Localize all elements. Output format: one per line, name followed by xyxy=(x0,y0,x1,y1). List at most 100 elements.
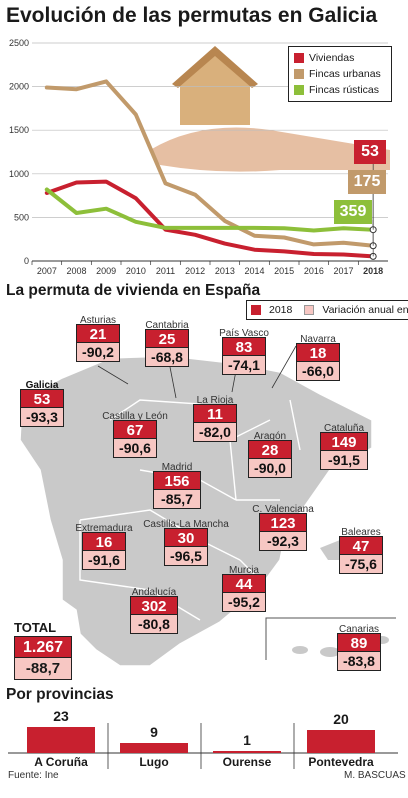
region-value: 16 xyxy=(82,532,126,551)
canarias-frame xyxy=(265,617,396,660)
x-tick-label: 2007 xyxy=(37,266,57,276)
region-name: Extremadura xyxy=(75,523,133,534)
canarias-island xyxy=(292,646,308,654)
total-block: TOTAL 1.267 -88,7 xyxy=(14,620,72,680)
region-pct: -83,8 xyxy=(337,652,381,671)
region-value: 83 xyxy=(222,337,266,356)
prov-value-label: 1 xyxy=(243,732,251,748)
prov-bar xyxy=(27,727,95,753)
region-value: 149 xyxy=(320,432,368,451)
prov-value-label: 20 xyxy=(333,711,349,728)
total-label: TOTAL xyxy=(14,620,57,635)
total-pct: -88,7 xyxy=(14,658,72,680)
region-pct: -96,5 xyxy=(164,547,208,566)
y-tick-label: 500 xyxy=(14,212,29,222)
prov-bar xyxy=(307,730,375,753)
region-value: 28 xyxy=(248,440,292,459)
region-pct: -95,2 xyxy=(222,593,266,612)
region-value: 156 xyxy=(153,471,201,490)
region-pct: -91,5 xyxy=(320,451,368,470)
region-name: Galicia xyxy=(25,380,59,391)
x-tick-label: 2014 xyxy=(244,266,264,276)
region-value: 30 xyxy=(164,528,208,547)
x-tick-label: 2009 xyxy=(96,266,116,276)
region-pct: -93,3 xyxy=(20,408,64,427)
x-tick-label: 2015 xyxy=(274,266,294,276)
house-roof xyxy=(172,46,258,88)
prov-bar xyxy=(120,742,188,753)
region-name: Navarra xyxy=(300,334,336,345)
region-la-rioja: La Rioja 11 -82,0 xyxy=(193,395,237,442)
legend-2018: 2018 xyxy=(269,304,293,316)
region-name: Canarias xyxy=(338,624,380,635)
provinces-section-title: Por provincias xyxy=(6,686,114,703)
region-madrid: Madrid 156 -85,7 xyxy=(153,462,201,509)
series-line-1 xyxy=(44,79,376,248)
legend-item-viviendas: Viviendas xyxy=(294,50,386,66)
prov-name-label: Pontevedra xyxy=(308,755,374,769)
region-value: 25 xyxy=(145,329,189,348)
region-value: 47 xyxy=(339,536,383,555)
prov-bar xyxy=(213,751,281,753)
x-tick-label: 2011 xyxy=(156,266,175,276)
region-pct: -91,6 xyxy=(82,551,126,570)
region-canarias: Canarias 89 -83,8 xyxy=(337,624,381,671)
x-tick-label: 2010 xyxy=(126,266,146,276)
total-value: 1.267 xyxy=(14,636,72,658)
region-pct: -90,6 xyxy=(113,439,157,458)
region-asturias: Asturias 21 -90,2 xyxy=(76,315,120,362)
region-cantabria: Cantabria 25 -68,8 xyxy=(145,320,189,367)
legend-item-fincas-urbanas: Fincas urbanas xyxy=(294,66,386,82)
x-tick-label: 2012 xyxy=(185,266,205,276)
region-name: Asturias xyxy=(79,315,117,326)
region-pct: -74,1 xyxy=(222,356,266,375)
x-tick-label: 2013 xyxy=(215,266,235,276)
y-tick-label: 2500 xyxy=(9,38,29,48)
region-value: 11 xyxy=(193,404,237,423)
region-name: Cataluña xyxy=(323,423,365,434)
region-castilla-la-mancha: Castilla-La Mancha 30 -96,5 xyxy=(143,519,229,566)
region-value: 53 xyxy=(20,389,64,408)
region-pct: -68,8 xyxy=(145,348,189,367)
region-galicia: Galicia 53 -93,3 xyxy=(20,380,64,427)
prov-value-label: 23 xyxy=(53,708,69,724)
region-c-valenciana: C. Valenciana 123 -92,3 xyxy=(252,504,314,551)
region-name: Castilla y León xyxy=(102,411,168,422)
x-tick-label: 2017 xyxy=(333,266,353,276)
author-credit: M. BASCUAS xyxy=(344,770,406,781)
region-extremadura: Extremadura 16 -91,6 xyxy=(75,523,133,570)
spain-section-title: La permuta de vivienda en España xyxy=(6,282,261,299)
region-name: C. Valenciana xyxy=(252,504,314,515)
end-label-viviendas: 53 xyxy=(354,140,386,164)
x-tick-label: 2018 xyxy=(363,266,383,276)
region-name: Castilla-La Mancha xyxy=(143,519,229,530)
region-baleares: Baleares 47 -75,6 xyxy=(339,527,383,574)
region-name: Murcia xyxy=(228,565,260,576)
region-name: Baleares xyxy=(341,527,381,538)
prov-name-label: A Coruña xyxy=(34,755,88,769)
region-pct: -85,7 xyxy=(153,490,201,509)
region-name: Cantabria xyxy=(145,320,189,331)
region-pct: -92,3 xyxy=(259,532,307,551)
region-pais-vasco: País Vasco 83 -74,1 xyxy=(219,328,269,375)
series-line-0 xyxy=(44,179,376,259)
region-value: 89 xyxy=(337,633,381,652)
region-connector xyxy=(169,366,177,399)
x-tick-label: 2008 xyxy=(66,266,86,276)
x-tick-label: 2016 xyxy=(304,266,324,276)
region-pct: -90,0 xyxy=(248,459,292,478)
line-legend: Viviendas Fincas urbanas Fincas rústicas xyxy=(288,46,392,102)
region-pct: -82,0 xyxy=(193,423,237,442)
region-pct: -66,0 xyxy=(296,362,340,381)
legend-item-fincas-rusticas: Fincas rústicas xyxy=(294,82,386,98)
region-navarra: Navarra 18 -66,0 xyxy=(296,334,340,381)
region-name: La Rioja xyxy=(196,395,234,406)
region-name: Andalucía xyxy=(131,587,177,598)
region-connector xyxy=(97,365,129,385)
region-murcia: Murcia 44 -95,2 xyxy=(222,565,266,612)
source-note: Fuente: Ine xyxy=(8,770,59,781)
end-label-fincas-urbanas: 175 xyxy=(348,170,386,194)
y-tick-label: 1000 xyxy=(9,169,29,179)
